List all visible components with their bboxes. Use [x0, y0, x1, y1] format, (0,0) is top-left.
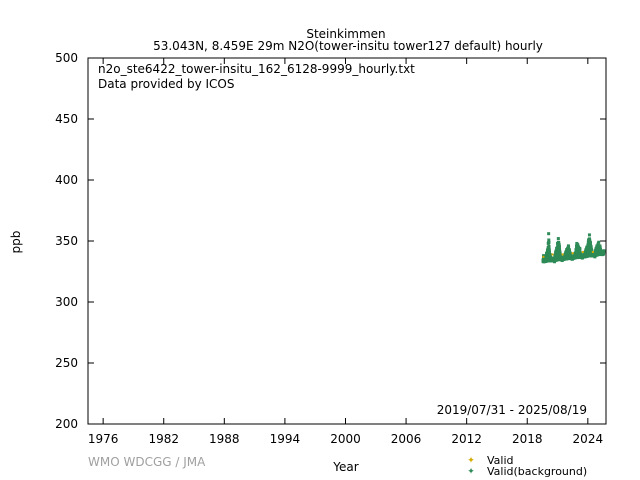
legend: ✦ Valid ✦ Valid(background): [467, 454, 587, 478]
y-axis-label: ppb: [9, 231, 23, 254]
data-point-background: [588, 238, 592, 242]
data-point-background: [548, 254, 552, 258]
y-tick-label: 400: [55, 173, 78, 187]
data-point-background: [547, 232, 551, 236]
data-point-background: [556, 240, 560, 244]
x-axis-label: Year: [332, 460, 358, 474]
data-point-background: [558, 253, 562, 257]
x-tick-label: 2024: [573, 432, 604, 446]
x-tick-label: 2006: [391, 432, 422, 446]
x-tick-label: 1982: [148, 432, 179, 446]
legend-marker: ✦: [467, 467, 475, 477]
data-point-background: [587, 233, 591, 237]
data-point-background: [569, 253, 573, 257]
data-point-valid: [591, 250, 594, 253]
x-tick-label: 1994: [270, 432, 301, 446]
y-tick-label: 500: [55, 51, 78, 65]
date-range-label: 2019/07/31 - 2025/08/19: [437, 403, 587, 417]
x-tick-label: 2018: [512, 432, 543, 446]
chart-title: Steinkimmen: [306, 27, 385, 41]
x-axis: 1976 1982 1988 1994 2000 2006 2012 2018 2024: [88, 58, 603, 446]
x-tick-label: 2012: [451, 432, 482, 446]
legend-label: Valid(background): [487, 465, 587, 478]
credit-label: WMO WDCGG / JMA: [88, 455, 206, 469]
y-tick-label: 200: [55, 417, 78, 431]
data-point-background: [567, 249, 571, 253]
data-point-background: [547, 247, 551, 251]
data-point-background: [557, 245, 561, 249]
x-tick-label: 1988: [209, 432, 240, 446]
data-point-background: [589, 244, 593, 248]
legend-label: Valid: [487, 454, 514, 467]
data-point-background: [601, 251, 605, 255]
y-tick-label: 250: [55, 356, 78, 370]
data-point-background: [578, 247, 582, 251]
data-point-valid: [561, 253, 564, 256]
data-points: [541, 232, 606, 264]
data-point-background: [547, 241, 551, 245]
plot-frame: [87, 57, 607, 425]
data-point-background: [547, 245, 551, 249]
data-point-background: [596, 241, 600, 245]
y-axis: 200 250 300 350 400 450 500: [55, 51, 606, 431]
data-point-background: [598, 246, 602, 250]
data-point-background: [588, 241, 592, 245]
chart-subtitle: 53.043N, 8.459E 29m N2O(tower-insitu tow…: [153, 39, 543, 53]
provider-label: Data provided by ICOS: [98, 77, 234, 91]
data-point-background: [547, 238, 551, 242]
y-tick-label: 300: [55, 295, 78, 309]
data-point-background: [568, 252, 572, 256]
data-point-valid: [542, 255, 545, 258]
data-point-background: [556, 237, 560, 241]
data-point-valid: [551, 253, 554, 256]
y-tick-label: 450: [55, 112, 78, 126]
data-point-background: [547, 249, 551, 253]
legend-marker: ✦: [467, 456, 475, 466]
x-tick-label: 2000: [330, 432, 361, 446]
file-label: n2o_ste6422_tower-insitu_162_6128-9999_h…: [98, 62, 415, 76]
data-point-background: [557, 242, 561, 246]
data-point-valid: [581, 250, 584, 253]
data-point-valid: [571, 252, 574, 255]
y-tick-label: 350: [55, 234, 78, 248]
data-point-background: [567, 245, 571, 249]
data-point-background: [578, 250, 582, 254]
x-tick-label: 1976: [88, 432, 119, 446]
